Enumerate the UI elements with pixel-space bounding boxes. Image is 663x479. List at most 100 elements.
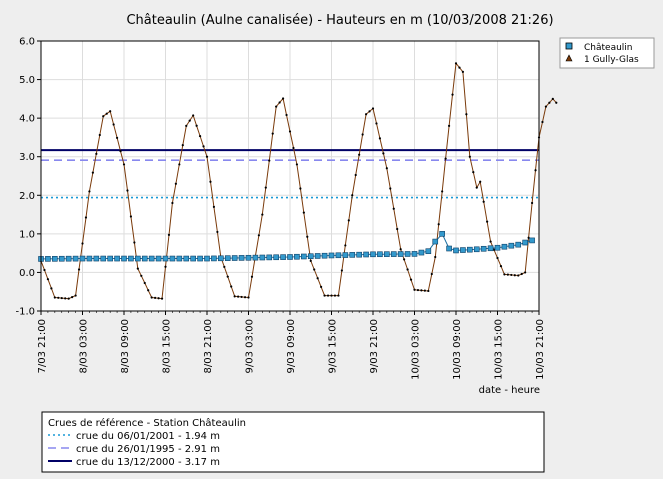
- point-gully-glas: [468, 155, 471, 158]
- point-gully-glas: [122, 163, 126, 166]
- point-gully-glas: [119, 150, 122, 153]
- point-chateaulin: [294, 253, 300, 260]
- point-gully-glas: [247, 296, 250, 299]
- point-gully-glas: [216, 230, 219, 234]
- point-gully-glas: [385, 167, 388, 170]
- point-gully-glas: [147, 289, 150, 292]
- x-tick-label: 10/03 21:00: [535, 319, 546, 380]
- point-gully-glas: [226, 275, 229, 278]
- point-gully-glas: [67, 297, 70, 300]
- point-gully-glas: [143, 281, 146, 285]
- point-gully-glas: [60, 296, 63, 300]
- point-gully-glas: [406, 268, 409, 271]
- reference-legend-item-1995: crue du 26/01/1995 - 2.91 m: [76, 444, 220, 455]
- x-tick-label: 7/03 21:00: [37, 319, 48, 373]
- point-gully-glas: [115, 136, 119, 139]
- point-chateaulin: [52, 255, 58, 262]
- point-chateaulin: [224, 255, 231, 261]
- point-chateaulin: [190, 255, 196, 262]
- x-tick-label: 8/03 03:00: [79, 319, 90, 373]
- point-gully-glas: [375, 122, 378, 125]
- point-gully-glas: [499, 265, 503, 268]
- point-gully-glas: [326, 294, 330, 297]
- point-gully-glas: [261, 213, 264, 216]
- point-chateaulin: [384, 251, 390, 257]
- point-gully-glas: [202, 145, 205, 148]
- legend-marker-gully-glas: [565, 54, 573, 62]
- point-gully-glas: [520, 272, 523, 276]
- point-chateaulin: [86, 255, 93, 262]
- point-gully-glas: [513, 274, 516, 277]
- legend-label-gully-glas: 1 Gully-Glas: [584, 55, 639, 65]
- point-chateaulin: [335, 252, 342, 259]
- point-gully-glas: [154, 296, 157, 299]
- point-chateaulin: [65, 255, 72, 262]
- point-gully-glas: [461, 70, 465, 73]
- point-gully-glas: [351, 194, 354, 197]
- point-gully-glas: [84, 216, 88, 219]
- y-tick-label: 5.0: [19, 75, 35, 86]
- point-gully-glas: [396, 227, 399, 231]
- x-axis-ticks: 7/03 21:00 8/03 03:00 8/03 09:00 8/03 15:00…: [37, 311, 546, 380]
- point-chateaulin: [321, 252, 328, 259]
- x-tick-label: 10/03 03:00: [411, 319, 422, 380]
- point-gully-glas: [447, 124, 451, 127]
- point-gully-glas: [392, 207, 395, 210]
- point-gully-glas: [492, 248, 496, 251]
- point-gully-glas: [548, 101, 551, 104]
- x-tick-label: 8/03 09:00: [120, 319, 131, 373]
- point-gully-glas: [46, 278, 50, 281]
- point-chateaulin: [176, 255, 183, 262]
- point-gully-glas: [91, 171, 94, 174]
- point-gully-glas: [364, 113, 368, 116]
- point-gully-glas: [292, 146, 295, 150]
- point-chateaulin: [204, 255, 210, 262]
- point-chateaulin: [169, 255, 176, 262]
- point-gully-glas: [299, 187, 302, 190]
- point-gully-glas: [195, 124, 198, 127]
- point-chateaulin: [162, 255, 169, 262]
- point-gully-glas: [475, 186, 478, 189]
- point-gully-glas: [167, 233, 171, 236]
- point-chateaulin: [411, 251, 418, 257]
- point-chateaulin: [273, 254, 279, 261]
- point-gully-glas: [98, 133, 101, 137]
- point-gully-glas: [157, 297, 160, 300]
- point-gully-glas: [444, 157, 447, 160]
- x-tick-label: 8/03 15:00: [162, 319, 173, 373]
- point-gully-glas: [185, 124, 188, 127]
- point-gully-glas: [95, 152, 98, 155]
- point-chateaulin: [231, 255, 238, 261]
- point-gully-glas: [295, 163, 299, 166]
- point-gully-glas: [544, 105, 548, 108]
- point-gully-glas: [212, 205, 216, 208]
- point-gully-glas: [409, 278, 413, 281]
- reference-legend-item-2000: crue du 13/12/2000 - 3.17 m: [76, 457, 220, 468]
- point-gully-glas: [344, 244, 347, 247]
- point-gully-glas: [524, 271, 527, 274]
- point-gully-glas: [164, 265, 167, 268]
- point-chateaulin: [128, 255, 134, 262]
- point-gully-glas: [306, 235, 309, 238]
- point-chateaulin: [148, 255, 155, 262]
- point-gully-glas: [361, 133, 364, 136]
- point-gully-glas: [472, 171, 475, 174]
- point-gully-glas: [551, 97, 554, 100]
- x-tick-label: 9/03 09:00: [286, 319, 297, 373]
- point-gully-glas: [136, 267, 139, 270]
- point-gully-glas: [399, 248, 402, 251]
- point-gully-glas: [240, 295, 243, 299]
- point-chateaulin: [238, 255, 245, 261]
- point-chateaulin: [397, 251, 404, 257]
- point-chateaulin: [473, 246, 480, 253]
- point-gully-glas: [368, 110, 371, 113]
- point-gully-glas: [102, 115, 105, 118]
- point-gully-glas: [71, 296, 74, 299]
- x-axis-label: date - heure: [479, 385, 540, 396]
- point-chateaulin: [183, 255, 190, 262]
- point-gully-glas: [43, 268, 46, 272]
- chart-title: Châteaulin (Aulne canalisée) - Hauteurs …: [126, 13, 553, 28]
- point-gully-glas: [88, 190, 91, 193]
- point-chateaulin: [280, 254, 286, 260]
